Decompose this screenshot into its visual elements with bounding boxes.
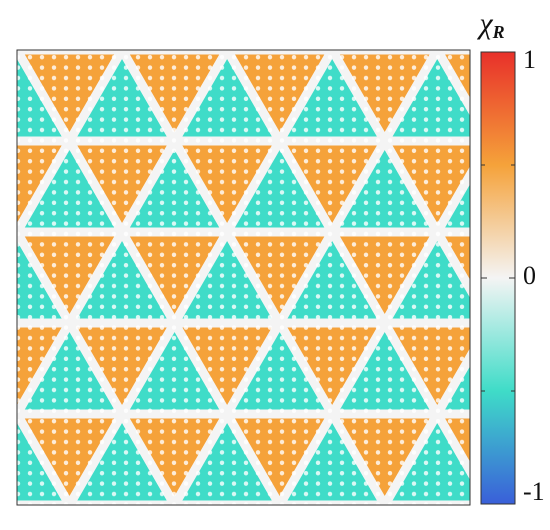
colorbar-subscript: R xyxy=(492,22,505,42)
colorbar-label: χR xyxy=(476,7,504,42)
colorbar-tick-label: -1 xyxy=(523,477,545,506)
colorbar-tick-label: 1 xyxy=(523,45,536,74)
colorbar-tick-label: 0 xyxy=(523,261,536,290)
plot-frame xyxy=(16,49,471,506)
colorbar-symbol: χ xyxy=(476,7,493,40)
dot-overlay xyxy=(17,50,470,505)
